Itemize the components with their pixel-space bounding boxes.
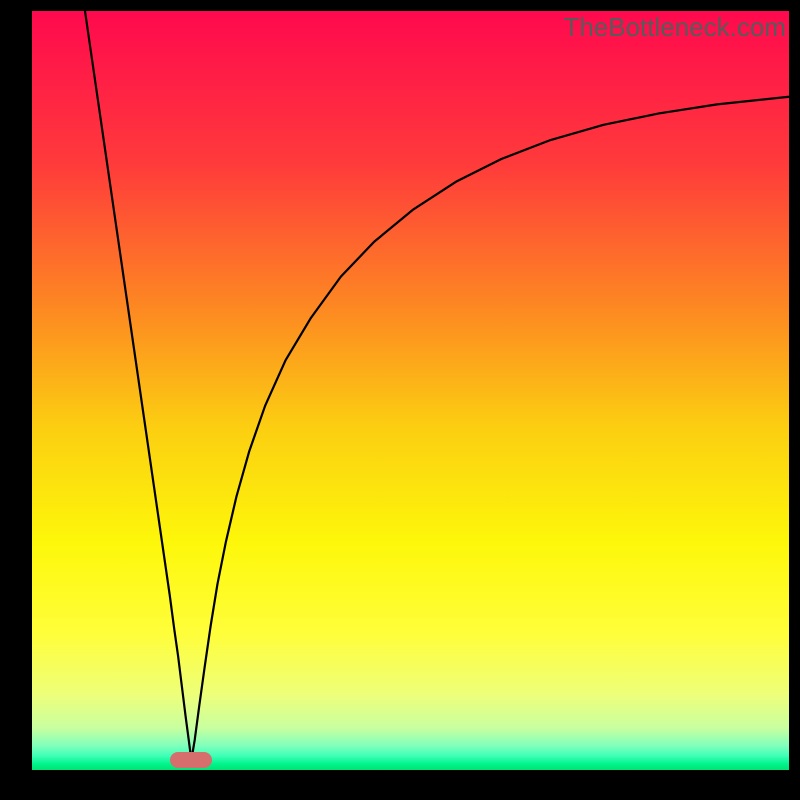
bottleneck-curve (85, 11, 789, 760)
optimal-point-marker (170, 752, 212, 768)
chart-frame: TheBottleneck.com (0, 0, 800, 800)
watermark-text: TheBottleneck.com (563, 12, 786, 43)
plot-area (32, 11, 789, 770)
bottleneck-curve-layer (32, 11, 789, 770)
